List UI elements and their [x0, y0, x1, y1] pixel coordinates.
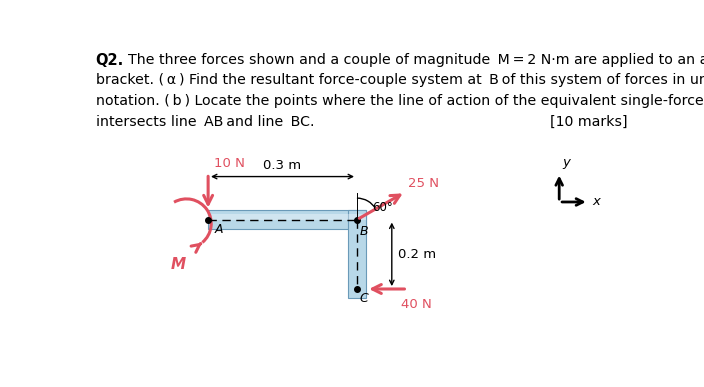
Text: 60°: 60° [372, 200, 393, 214]
Text: 10 N: 10 N [214, 158, 245, 170]
Text: 0.2 m: 0.2 m [398, 248, 436, 261]
Text: Q2.: Q2. [96, 53, 124, 68]
Text: M: M [171, 257, 187, 272]
Text: y: y [562, 156, 570, 169]
Text: B: B [359, 225, 368, 238]
Text: 0.3 m: 0.3 m [263, 159, 301, 172]
Bar [208, 211, 366, 229]
Text: x: x [593, 195, 601, 209]
Text: C: C [359, 292, 368, 305]
Text: The three forces shown and a couple of magnitude  M = 2 N·m are applied to an an: The three forces shown and a couple of m… [128, 53, 704, 67]
Bar [348, 211, 366, 298]
Text: bracket. ( α ) Find the resultant force-couple system at  B of this system of fo: bracket. ( α ) Find the resultant force-… [96, 74, 704, 87]
Text: A: A [214, 223, 223, 236]
Text: 40 N: 40 N [401, 298, 432, 311]
Text: [10 marks]: [10 marks] [550, 115, 627, 129]
Bar [208, 214, 366, 220]
Text: 25 N: 25 N [408, 177, 439, 190]
Text: notation. ( b ) Locate the points where the line of action of the equivalent sin: notation. ( b ) Locate the points where … [96, 94, 704, 108]
Text: intersects line  AB and line  BC.: intersects line AB and line BC. [96, 115, 314, 129]
